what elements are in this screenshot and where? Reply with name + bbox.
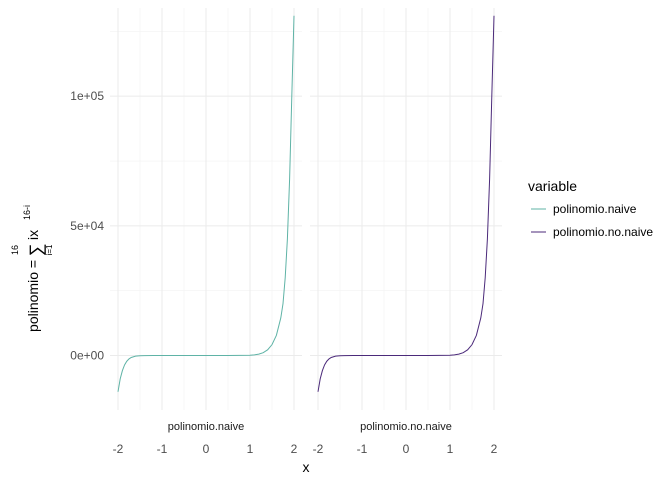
x-axis-title: x [303,459,310,475]
y-axis-title: polinomio = 16 ∑ i=1 ix 16-i [10,205,54,332]
y-tick-label: 1e+05 [70,89,104,103]
x-tick-label: 2 [291,442,298,456]
legend: variable polinomio.naive polinomio.no.nai… [528,178,653,239]
facet-panel-polinomio.naive: polinomio.naive [110,8,302,433]
y-axis-title-exponent: 16-i [22,205,32,220]
facet-panels: polinomio.naive polinomio.no.naive [110,8,502,433]
x-tick-label: 0 [203,442,210,456]
series-line-polinomio.no.naive [317,15,495,392]
y-axis-title-equals: = [25,260,41,268]
y-tick-label: 0e+00 [70,349,104,363]
legend-entries: polinomio.naive polinomio.no.naive [531,202,653,239]
x-axis-tick-labels: -2 -1 0 1 2 -2 -1 0 1 2 [113,442,498,456]
legend-entry: polinomio.naive [531,202,637,216]
x-tick-label: -2 [313,442,324,456]
y-axis-title-sum-upper: 16 [10,245,20,255]
series-line-polinomio.naive [117,15,295,392]
legend-title: variable [528,178,577,194]
x-tick-label: 1 [247,442,254,456]
x-tick-label: 0 [403,442,410,456]
y-axis-title-sum-lower: i=1 [45,244,54,255]
x-tick-label: 1 [447,442,454,456]
facet-strip-label: polinomio.no.naive [360,421,452,433]
legend-label: polinomio.naive [553,202,637,216]
legend-entry: polinomio.no.naive [531,225,653,239]
x-tick-label: 2 [491,442,498,456]
x-tick-label: -1 [157,442,168,456]
legend-label: polinomio.no.naive [553,225,653,239]
facet-strip-label: polinomio.naive [168,421,244,433]
sum-symbol-icon: ∑ [26,244,46,257]
x-tick-label: -1 [357,442,368,456]
y-axis-title-lhs: polinomio [25,272,41,332]
x-tick-label: -2 [113,442,124,456]
y-axis-title-term: ix [25,230,41,240]
y-tick-label: 5e+04 [70,219,104,233]
y-axis-tick-labels: 0e+00 5e+04 1e+05 [70,89,104,362]
facet-panel-polinomio.no.naive: polinomio.no.naive [310,8,502,433]
